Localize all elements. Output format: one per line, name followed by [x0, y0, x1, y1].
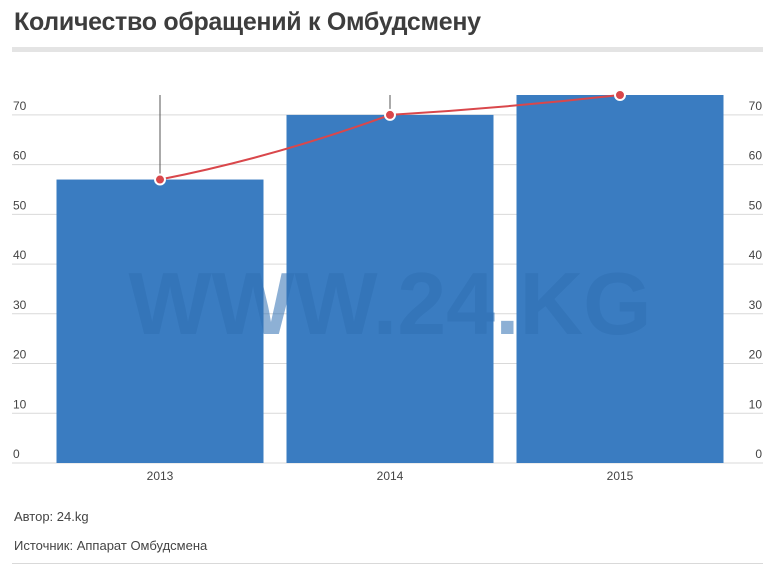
- bottom-divider: [12, 563, 763, 564]
- x-tick-label: 2013: [147, 469, 174, 483]
- x-tick-label: 2014: [377, 469, 404, 483]
- bar-series: [56, 95, 724, 464]
- y-tick-label-right: 40: [749, 248, 763, 262]
- y-tick-label-left: 60: [13, 149, 27, 163]
- y-tick-label-left: 30: [13, 298, 27, 312]
- y-tick-label-left: 10: [13, 397, 27, 411]
- y-tick-label-right: 70: [749, 99, 763, 113]
- source-credit: Источник: Аппарат Омбудсмена: [14, 538, 208, 553]
- author-credit: Автор: 24.kg: [14, 509, 89, 524]
- y-tick-label-left: 40: [13, 248, 27, 262]
- line-point: [614, 89, 626, 101]
- y-tick-label-right: 0: [755, 447, 762, 461]
- bar: [286, 114, 494, 463]
- chart-title: Количество обращений к Омбудсмену: [14, 8, 481, 36]
- y-tick-label-right: 30: [749, 298, 763, 312]
- y-tick-label-left: 70: [13, 99, 27, 113]
- bar: [516, 95, 724, 463]
- y-tick-label-right: 50: [749, 198, 763, 212]
- title-divider: [12, 47, 763, 52]
- watermark: WWW.24.KG: [128, 254, 651, 353]
- y-tick-label-left: 0: [13, 447, 20, 461]
- line-point: [154, 173, 166, 186]
- y-tick-label-right: 20: [749, 348, 763, 362]
- y-tick-label-left: 50: [13, 198, 27, 212]
- line-series: [154, 89, 626, 186]
- y-tick-label-right: 60: [749, 149, 763, 163]
- y-tick-label-left: 20: [13, 348, 27, 362]
- bar: [56, 179, 264, 464]
- line-point: [384, 108, 396, 121]
- axis-labels: 0 0 10 10 20 20 30 30 40 40 50 50 60 60 70 70 2013 2014 20…: [13, 99, 762, 483]
- x-tick-label: 2015: [607, 469, 634, 483]
- y-tick-label-right: 10: [749, 397, 763, 411]
